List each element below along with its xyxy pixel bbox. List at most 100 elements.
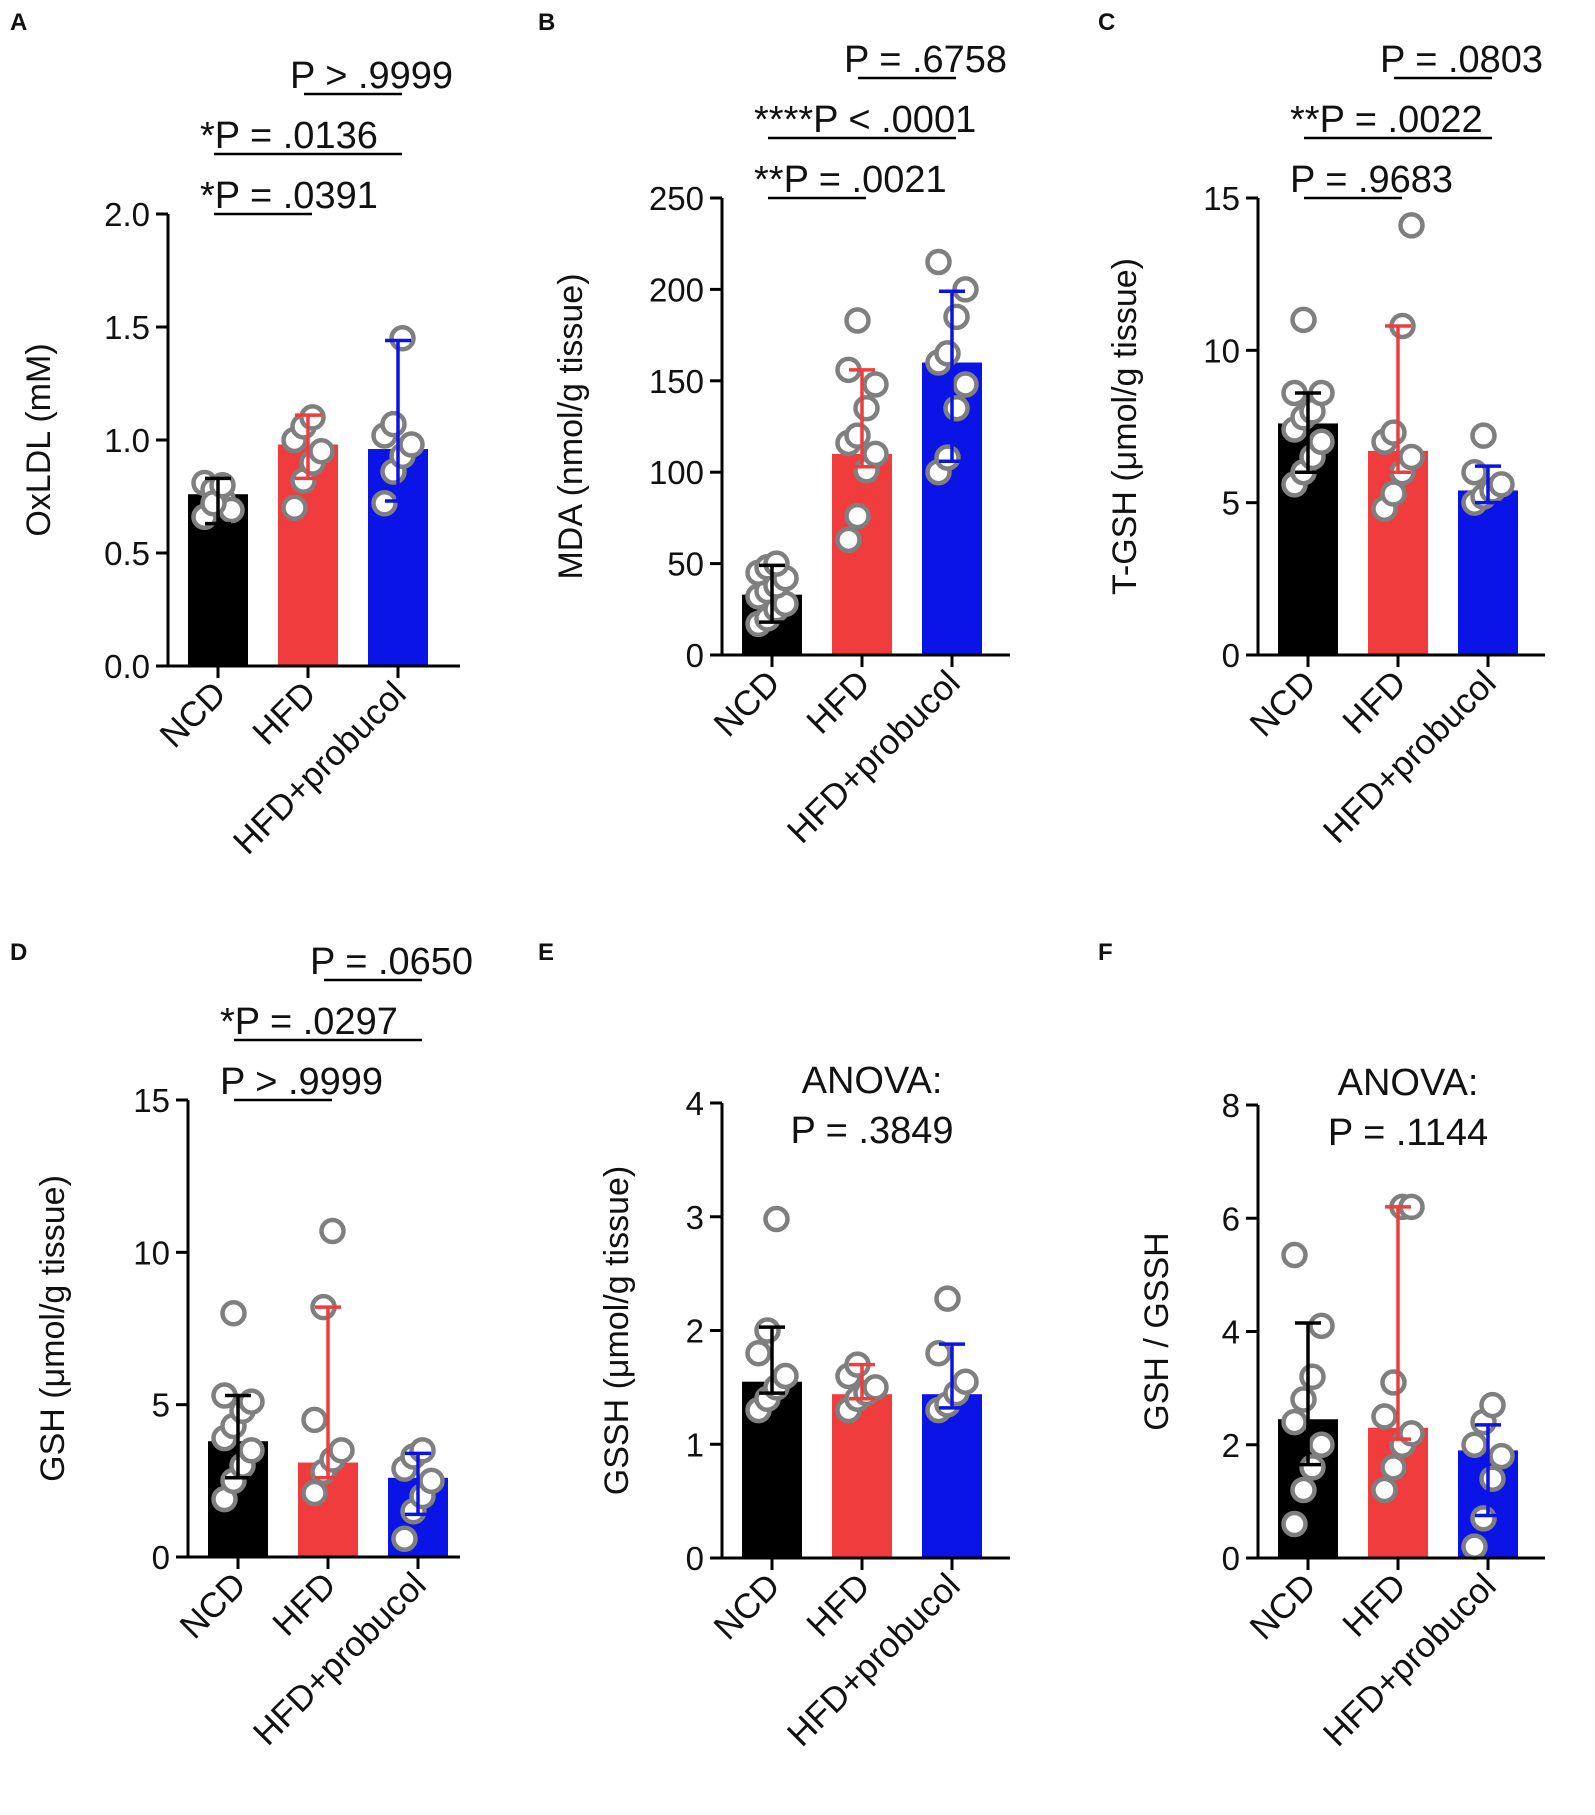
data-point: [1290, 1476, 1317, 1504]
significance-label: **P = .0022: [1290, 99, 1483, 141]
x-tick-label: HFD: [1335, 1566, 1413, 1644]
data-point: [772, 1362, 799, 1390]
data-point: [1299, 1454, 1326, 1481]
significance-label: P = .9683: [1290, 159, 1453, 201]
significance-label: ****P < .0001: [754, 99, 976, 141]
data-point: [952, 1368, 979, 1395]
y-tick-label: 0: [686, 637, 704, 674]
y-tick-label: 150: [649, 363, 704, 400]
y-tick-label: 4: [686, 1085, 704, 1122]
significance-label: P > .9999: [220, 1061, 383, 1103]
y-tick-label: 0: [1222, 1540, 1240, 1577]
x-tick-label: NCD: [706, 1566, 787, 1647]
data-point: [371, 490, 398, 517]
anova-p-value: P = .3849: [790, 1110, 953, 1152]
y-tick-label: 10: [1203, 332, 1240, 369]
data-point: [1308, 428, 1335, 455]
data-point: [925, 1340, 952, 1367]
y-tick-label: 5: [152, 1387, 170, 1424]
data-point: [380, 410, 407, 438]
data-point: [943, 394, 970, 422]
data-point: [299, 404, 326, 431]
y-axis-label: MDA (nmol/g tissue): [552, 273, 590, 579]
data-point: [238, 1437, 265, 1464]
data-point: [1290, 306, 1317, 334]
data-point: [754, 1317, 781, 1344]
y-tick-label: 250: [649, 180, 704, 217]
significance-label: P > .9999: [290, 55, 453, 97]
data-point: [1479, 1391, 1506, 1419]
data-point: [862, 371, 889, 398]
data-point: [1371, 1476, 1398, 1504]
data-point: [925, 248, 952, 276]
data-point: [853, 394, 880, 422]
data-point: [934, 444, 961, 471]
data-point: [1461, 1533, 1488, 1560]
data-point: [1488, 471, 1515, 498]
data-point: [1308, 1431, 1335, 1458]
y-tick-label: 15: [1203, 180, 1240, 217]
data-point: [1371, 1403, 1398, 1430]
y-tick-label: 50: [667, 546, 704, 583]
data-point: [301, 1406, 328, 1434]
significance-label: *P = .0136: [200, 115, 378, 157]
anova-title: ANOVA:: [1338, 1062, 1479, 1104]
data-point: [1470, 422, 1497, 449]
y-tick-label: 0.5: [104, 535, 150, 572]
y-tick-label: 0.0: [104, 648, 150, 685]
data-point: [281, 494, 308, 522]
data-point: [934, 1285, 961, 1312]
data-point: [844, 422, 871, 449]
data-point: [391, 1525, 418, 1552]
data-point: [1299, 1363, 1326, 1391]
data-point: [844, 307, 871, 334]
data-point: [1488, 1442, 1515, 1470]
data-point: [398, 431, 425, 458]
data-point: [1380, 480, 1407, 507]
data-point: [319, 1217, 346, 1245]
data-point: [1281, 1408, 1308, 1436]
data-point: [844, 502, 871, 530]
panel-letter: C: [1098, 9, 1115, 36]
data-point: [389, 325, 416, 352]
y-tick-label: 0: [152, 1539, 170, 1576]
x-tick-label: HFD: [799, 663, 877, 741]
x-tick-label: HFD: [1335, 663, 1413, 741]
y-axis-label: GSH (μmol/g tissue): [34, 1175, 72, 1482]
y-axis-label: GSSH (μmol/g tissue): [598, 1166, 636, 1495]
data-point: [1461, 1431, 1488, 1458]
data-point: [1380, 419, 1407, 446]
data-point: [934, 340, 961, 367]
x-tick-label: HFD: [245, 674, 323, 752]
panel-letter: F: [1098, 939, 1113, 966]
data-point: [1479, 1465, 1506, 1492]
significance-label: *P = .0297: [220, 1001, 398, 1043]
data-point: [763, 1205, 790, 1233]
y-tick-label: 2: [1222, 1427, 1240, 1464]
y-tick-label: 100: [649, 454, 704, 491]
significance-label: P = .0650: [310, 941, 473, 983]
x-tick-label: NCD: [1242, 1566, 1323, 1647]
data-point: [862, 1374, 889, 1401]
data-point: [1470, 1505, 1497, 1532]
x-tick-label: NCD: [172, 1565, 253, 1646]
panel-letter: E: [538, 939, 554, 966]
y-tick-label: 1.5: [104, 309, 150, 346]
data-point: [745, 1340, 772, 1367]
anova-p-value: P = .1144: [1328, 1112, 1488, 1154]
y-tick-label: 5: [1222, 485, 1240, 522]
y-tick-label: 1: [686, 1426, 704, 1463]
bar-hfd: [832, 453, 892, 655]
data-point: [1398, 212, 1425, 239]
bar-hfd-probucol: [1458, 490, 1518, 655]
y-tick-label: 0: [686, 1540, 704, 1577]
y-tick-label: 10: [133, 1234, 170, 1271]
data-point: [1281, 1510, 1308, 1538]
data-point: [1398, 443, 1425, 471]
y-tick-label: 200: [649, 271, 704, 308]
data-point: [220, 1300, 247, 1327]
